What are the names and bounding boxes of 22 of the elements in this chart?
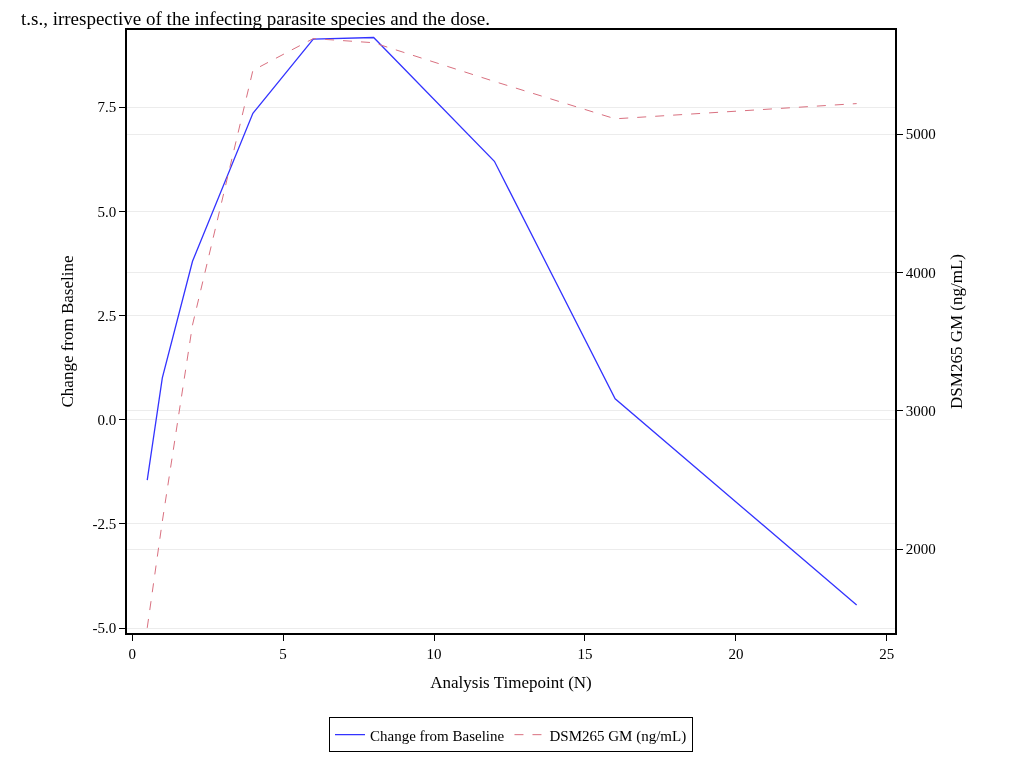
y-tick-label: 0.0 bbox=[97, 411, 117, 428]
y-tick-label: 7.5 bbox=[97, 99, 117, 116]
text: t.s., irrespective of the infecting parasite species and the dose. bbox=[21, 8, 491, 29]
x-axis-title: Analysis Timepoint (N) bbox=[430, 672, 592, 692]
y-tick-label: -2.5 bbox=[92, 516, 117, 533]
x-tick-label: 15 bbox=[577, 645, 593, 662]
x-tick-label: 20 bbox=[728, 645, 744, 662]
x-tick-label: 25 bbox=[879, 645, 895, 662]
legend-label: Change from Baseline bbox=[370, 727, 505, 744]
y-tick-label: -5.0 bbox=[92, 620, 117, 637]
y-tick-label: 5.0 bbox=[97, 203, 117, 220]
y-axis-title: Change from Baseline bbox=[57, 255, 77, 408]
y2-tick-label: 4000 bbox=[905, 264, 936, 281]
y2-tick-label: 2000 bbox=[905, 541, 936, 558]
x-tick-label: 5 bbox=[279, 645, 287, 662]
legend-label: DSM265 GM (ng/mL) bbox=[549, 727, 687, 745]
y2-tick-label: 3000 bbox=[905, 402, 936, 419]
x-tick-label: 0 bbox=[128, 645, 136, 662]
x-tick-label: 10 bbox=[426, 645, 442, 662]
y-tick-label: 2.5 bbox=[97, 307, 117, 324]
y2-axis-title: DSM265 GM (ng/mL) bbox=[946, 254, 966, 409]
y2-tick-label: 5000 bbox=[905, 126, 936, 143]
